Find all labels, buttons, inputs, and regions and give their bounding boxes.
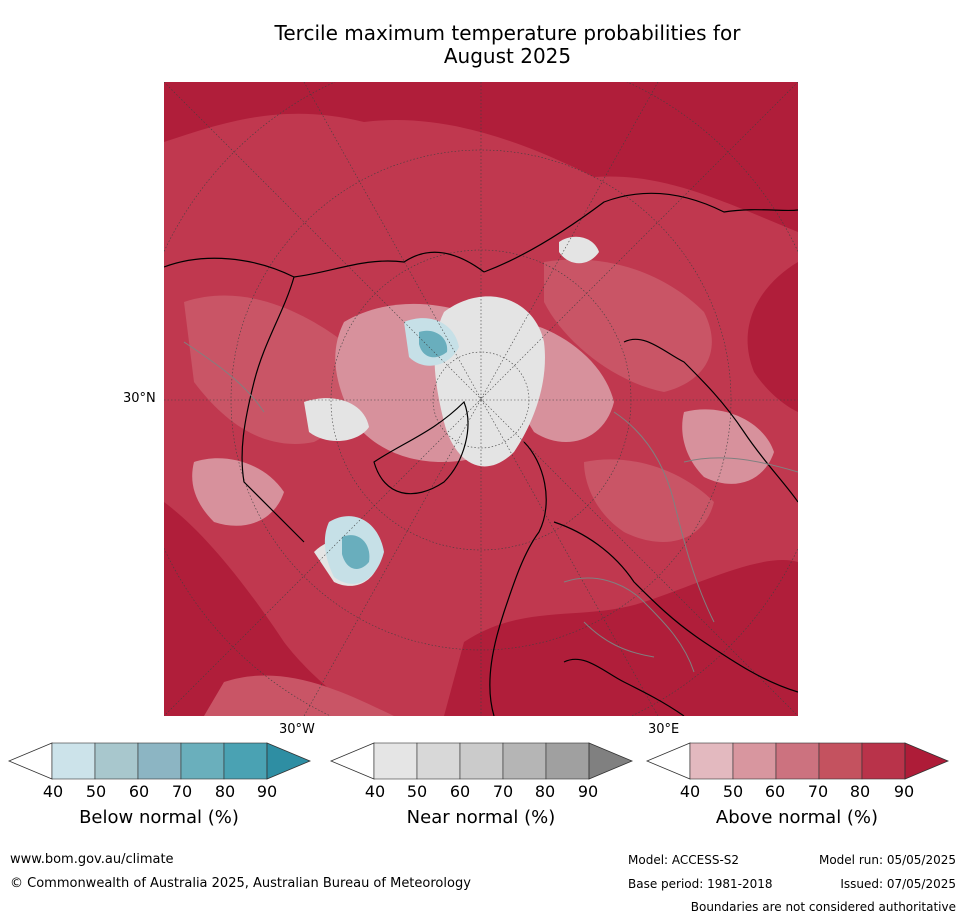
colorbar-swatch [775, 742, 820, 780]
model-name: Model: ACCESS-S2 [628, 853, 740, 867]
colorbar-extend-high [266, 742, 312, 780]
tick-label: 40 [364, 782, 386, 801]
colorbar-swatch [545, 742, 590, 780]
base-period: Base period: 1981-2018 [628, 877, 773, 891]
tick-label: 60 [764, 782, 786, 801]
colorbar-extend-high [904, 742, 950, 780]
probability-map [164, 82, 798, 716]
model-run-date: Model run: 05/05/2025 [818, 853, 956, 867]
longitude-label-30w: 30°W [279, 722, 315, 737]
colorbar-swatch [137, 742, 182, 780]
tick-label: 40 [42, 782, 64, 801]
latitude-label-30n: 30°N [123, 391, 156, 406]
colorbar-below-swatches [7, 742, 312, 780]
colorbar-above-title: Above normal (%) [715, 807, 879, 828]
colorbar-swatch [223, 742, 268, 780]
colorbar-extend-low [645, 742, 691, 780]
colorbar-extend-high [588, 742, 634, 780]
colorbar-swatch [689, 742, 734, 780]
tick-label: 50 [85, 782, 107, 801]
colorbar-above-swatches [645, 742, 950, 780]
below-normal-areas [324, 318, 459, 584]
tick-label: 70 [492, 782, 514, 801]
colorbar-swatch [51, 742, 96, 780]
longitude-label-30e: 30°E [648, 722, 680, 737]
colorbar-swatch [94, 742, 139, 780]
colorbar-below-title: Below normal (%) [79, 807, 239, 828]
colorbar-swatch [373, 742, 418, 780]
colorbar-near-swatches [329, 742, 634, 780]
tick-label: 70 [171, 782, 193, 801]
boundaries-disclaimer: Boundaries are not considered authoritat… [690, 900, 956, 914]
tick-label: 80 [849, 782, 871, 801]
tick-label: 80 [214, 782, 236, 801]
colorbar-swatch [416, 742, 461, 780]
title-line-2: August 2025 [443, 44, 572, 68]
graticule [164, 82, 798, 716]
tick-label: 90 [577, 782, 599, 801]
colorbar-near-title: Near normal (%) [406, 807, 556, 828]
strong-above-areas [164, 82, 798, 716]
map-svg [164, 82, 798, 716]
colorbar-below-normal [7, 742, 312, 780]
copyright-text: © Commonwealth of Australia 2025, Austra… [10, 876, 471, 891]
tick-label: 90 [893, 782, 915, 801]
tick-label: 70 [807, 782, 829, 801]
colorbar-swatch [732, 742, 777, 780]
colorbar-extend-low [329, 742, 375, 780]
map-title: Tercile maximum temperature probabilitie… [160, 22, 855, 68]
tick-label: 60 [449, 782, 471, 801]
issued-date: Issued: 07/05/2025 [840, 877, 956, 891]
tick-label: 90 [256, 782, 278, 801]
coastlines [164, 192, 798, 716]
colorbar-swatch [180, 742, 225, 780]
tick-label: 40 [679, 782, 701, 801]
tick-label: 50 [722, 782, 744, 801]
tick-label: 80 [534, 782, 556, 801]
tick-label: 50 [406, 782, 428, 801]
tick-label: 60 [128, 782, 150, 801]
boundaries [183, 341, 798, 673]
colorbar-extend-low [7, 742, 53, 780]
colorbar-swatch [502, 742, 547, 780]
colorbar-swatch [459, 742, 504, 780]
colorbar-swatch [861, 742, 906, 780]
colorbar-near-normal [329, 742, 634, 780]
colorbar-above-normal [645, 742, 950, 780]
title-line-1: Tercile maximum temperature probabilitie… [274, 21, 741, 45]
website-link[interactable]: www.bom.gov.au/climate [10, 852, 174, 867]
colorbar-swatch [818, 742, 863, 780]
